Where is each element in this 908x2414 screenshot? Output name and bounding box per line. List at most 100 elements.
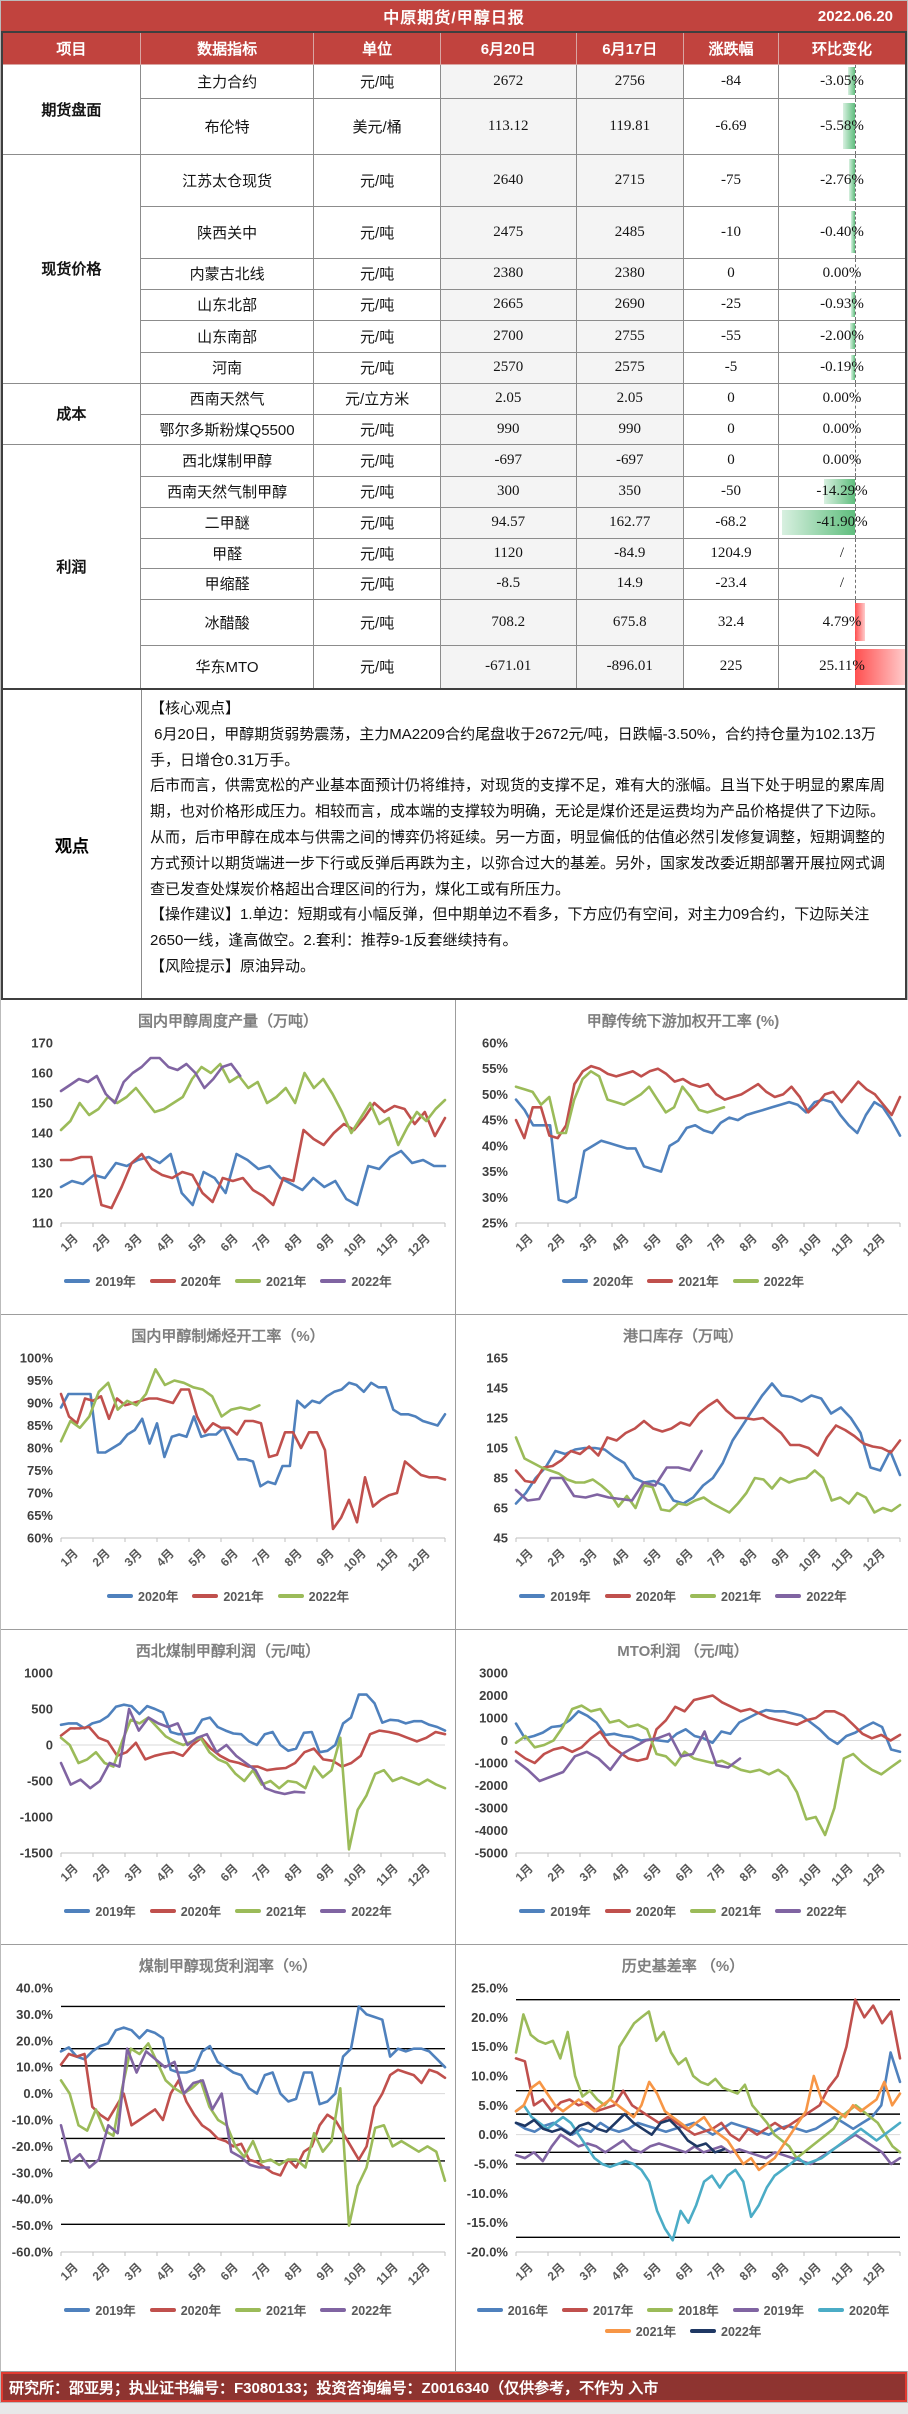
y-tick-label: 70%: [27, 1486, 53, 1501]
series-line-2020年: [59, 1725, 447, 1772]
charts-grid: 国内甲醇周度产量（万吨） 170 160 150 140 130 120 110 1月 2月 3月 4…: [1, 1000, 908, 2372]
value-current-cell: -697: [439, 443, 577, 477]
databar-axis: [854, 259, 856, 288]
value-current-cell: 2570: [439, 351, 577, 384]
value-previous-cell: 2.05: [575, 382, 685, 415]
pct-change-cell: 4.79%: [777, 598, 907, 646]
value-previous-cell: 675.8: [575, 598, 685, 646]
legend-label: 2019年: [550, 1905, 591, 1919]
x-tick-label: 11月: [828, 1231, 855, 1258]
value-current-cell: 2700: [439, 319, 577, 353]
y-tick-label: 110: [32, 1216, 53, 1231]
x-tick-label: 10月: [796, 2260, 824, 2288]
legend-label: 2022年: [763, 1275, 804, 1289]
y-tick-label: 2000: [479, 1688, 508, 1703]
databar-axis: [854, 321, 856, 351]
databar-axis: [854, 445, 856, 475]
indicator-cell: 冰醋酸: [139, 598, 315, 646]
legend-label: 2019年: [550, 1590, 591, 1604]
databar-negative: [851, 291, 855, 318]
x-tick-label: 11月: [373, 1546, 400, 1573]
x-tick-label: 4月: [609, 1861, 632, 1884]
y-tick-label: 1000: [24, 1666, 53, 1681]
databar-negative: [848, 67, 855, 95]
viewpoint-paragraph: 后市而言，供需宽松的产业基本面预计仍将维持，对现货的支撑不足，难有大的涨幅。且当…: [150, 777, 886, 898]
table-row: 布伦特 美元/桶 113.12 119.81 -6.69 -5.58%: [2, 97, 907, 155]
change-cell: 1204.9: [683, 537, 779, 569]
pct-change-value: -5.58%: [820, 117, 864, 134]
x-tick-label: 10月: [341, 1861, 369, 1889]
y-tick-label: -50.0%: [12, 2218, 54, 2233]
pct-change-value: -0.19%: [820, 359, 864, 375]
value-previous-cell: -84.9: [575, 537, 685, 569]
legend-item: 2020年: [817, 2300, 889, 2319]
chart-card-0: 国内甲醇周度产量（万吨） 170 160 150 140 130 120 110 1月 2月 3月 4…: [1, 1000, 455, 1314]
legend-swatch-icon: [817, 2307, 844, 2312]
x-tick-label: 6月: [218, 1231, 241, 1254]
change-cell: 0: [683, 413, 779, 445]
x-tick-label: 3月: [122, 1546, 145, 1569]
y-tick-label: 25.0%: [471, 1981, 508, 1996]
viewpoint-paragraph: 【风险提示】原油异动。: [150, 957, 316, 975]
x-tick-label: 12月: [405, 1546, 433, 1574]
databar-negative: [781, 509, 855, 536]
legend-swatch-icon: [732, 1278, 759, 1283]
value-previous-cell: 2380: [575, 257, 685, 290]
legend-label: 2022年: [351, 1275, 392, 1289]
y-tick-label: 55%: [482, 1061, 508, 1076]
value-current-cell: 2665: [439, 288, 577, 321]
x-tick-label: 12月: [405, 1861, 433, 1889]
table-row: 现货价格 江苏太仓现货 元/吨 2640 2715 -75 -2.76%: [1, 153, 907, 384]
x-tick-label: 3月: [577, 2260, 600, 2283]
chart-plot: 3000 2000 1000 0 -1000 -2000 -3000 -4000 -5000 1月…: [475, 1666, 902, 1889]
legend-swatch-icon: [64, 2307, 91, 2312]
legend-label: 2022年: [721, 2325, 762, 2339]
y-tick-label: -10.0%: [467, 2186, 509, 2201]
value-previous-cell: 2755: [575, 319, 685, 353]
indicator-cell: 江苏太仓现货: [139, 153, 315, 207]
series-line-2022年: [514, 1069, 726, 1135]
change-cell: 225: [683, 644, 779, 690]
legend-item: 2020年: [604, 1586, 676, 1605]
series-line-2021年: [514, 1064, 902, 1140]
value-previous-cell: 2715: [575, 153, 685, 207]
y-tick-label: 0.0%: [478, 2127, 508, 2142]
x-tick-label: 9月: [769, 1861, 792, 1884]
y-tick-label: -30.0%: [12, 2165, 54, 2180]
y-tick-label: 140: [31, 1126, 53, 1141]
table-row: 陕西关中 元/吨 2475 2485 -10 -0.40%: [2, 205, 907, 259]
legend-label: 2022年: [308, 1590, 349, 1604]
report-date: 2022.06.20: [817, 7, 893, 25]
databar-axis: [854, 508, 856, 537]
value-current-cell: 990: [439, 413, 577, 445]
databar-positive: [854, 603, 865, 641]
legend-swatch-icon: [192, 1593, 219, 1598]
x-tick-label: 2月: [545, 1231, 568, 1254]
legend-item: 2020年: [107, 1586, 178, 1605]
chart-legend: 2016年 2017年 2018年 2019年 2020年 2021年 2022年: [458, 2298, 908, 2344]
legend-label: 2020年: [180, 2304, 221, 2318]
databar-negative: [851, 210, 855, 254]
x-tick-label: 2月: [545, 1546, 568, 1569]
legend-item: 2016年: [476, 2300, 548, 2319]
chart-title: 港口库存（万吨）: [622, 1328, 743, 1345]
legend-swatch-icon: [775, 1593, 802, 1598]
y-tick-label: 80%: [27, 1441, 53, 1456]
legend-item: 2021年: [647, 1271, 719, 1290]
legend-swatch-icon: [320, 1908, 347, 1913]
legend-item: 2022年: [277, 1586, 349, 1605]
legend-item: 2020年: [149, 2300, 221, 2319]
legend-label: 2022年: [806, 1905, 847, 1919]
unit-cell: 美元/桶: [313, 97, 441, 155]
group-label: 成本: [1, 382, 141, 445]
value-current-cell: 2475: [439, 205, 577, 259]
legend-swatch-icon: [647, 1278, 674, 1283]
legend-label: 2021年: [266, 2304, 307, 2318]
x-tick-label: 2月: [545, 2260, 568, 2283]
x-tick-label: 9月: [314, 2260, 337, 2283]
indicator-cell: 鄂尔多斯粉煤Q5500: [139, 413, 315, 445]
legend-label: 2020年: [635, 1590, 676, 1604]
footer-bar: 研究所：邵亚男；执业证书编号：F3080133；投资咨询编号：Z0016340（…: [1, 2372, 907, 2402]
x-tick-label: 8月: [737, 1546, 760, 1569]
